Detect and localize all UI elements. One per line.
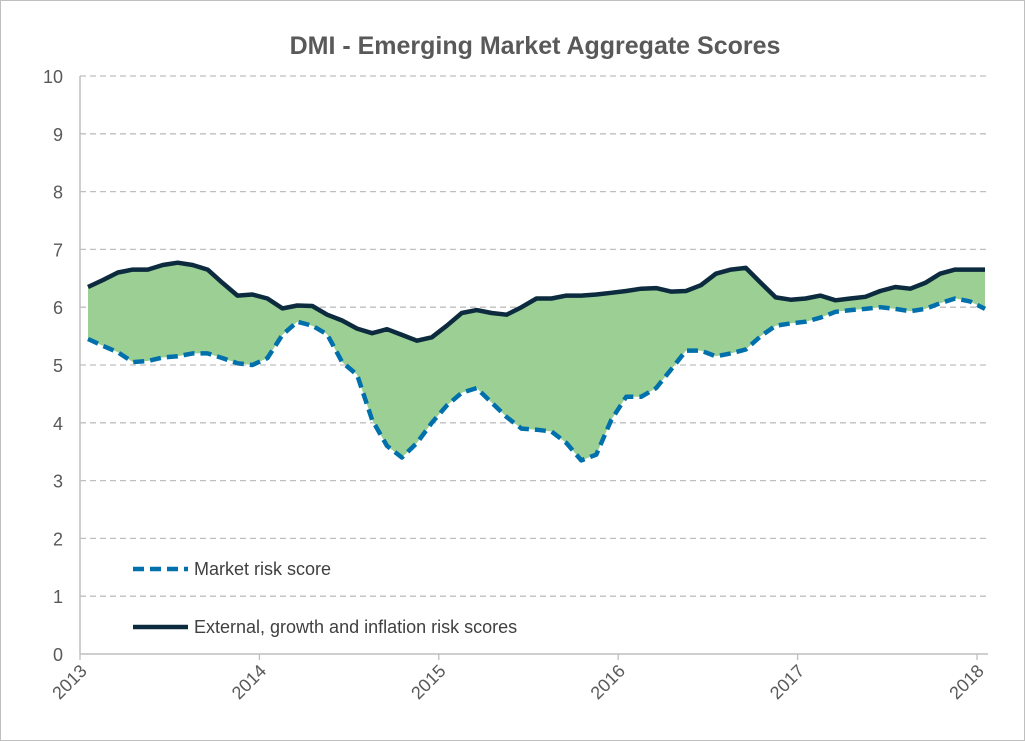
y-tick-label: 7 [53, 240, 63, 260]
y-axis-ticks: 0 1 2 3 4 5 6 7 8 9 10 [43, 67, 63, 665]
gridlines [79, 75, 988, 655]
chart-title: DMI - Emerging Market Aggregate Scores [290, 32, 781, 60]
series-external-risk-line [87, 260, 985, 343]
y-tick-label: 5 [53, 356, 63, 376]
y-tick-label: 2 [53, 529, 63, 549]
y-tick-label: 9 [53, 125, 63, 145]
series-market-risk-line [87, 296, 987, 463]
y-tick-label: 4 [53, 414, 63, 434]
legend-label-external-risk: External, growth and inflation risk scor… [194, 617, 517, 637]
y-tick-label: 3 [53, 472, 63, 492]
y-tick-label: 10 [43, 67, 63, 87]
fill-between-area [88, 262, 985, 461]
legend-label-market-risk: Market risk score [194, 559, 331, 579]
y-tick-label: 1 [53, 587, 63, 607]
legend: Market risk score External, growth and i… [133, 559, 517, 637]
y-tick-label: 6 [53, 298, 63, 318]
y-tick-label: 0 [53, 645, 63, 665]
y-tick-label: 8 [53, 183, 63, 203]
